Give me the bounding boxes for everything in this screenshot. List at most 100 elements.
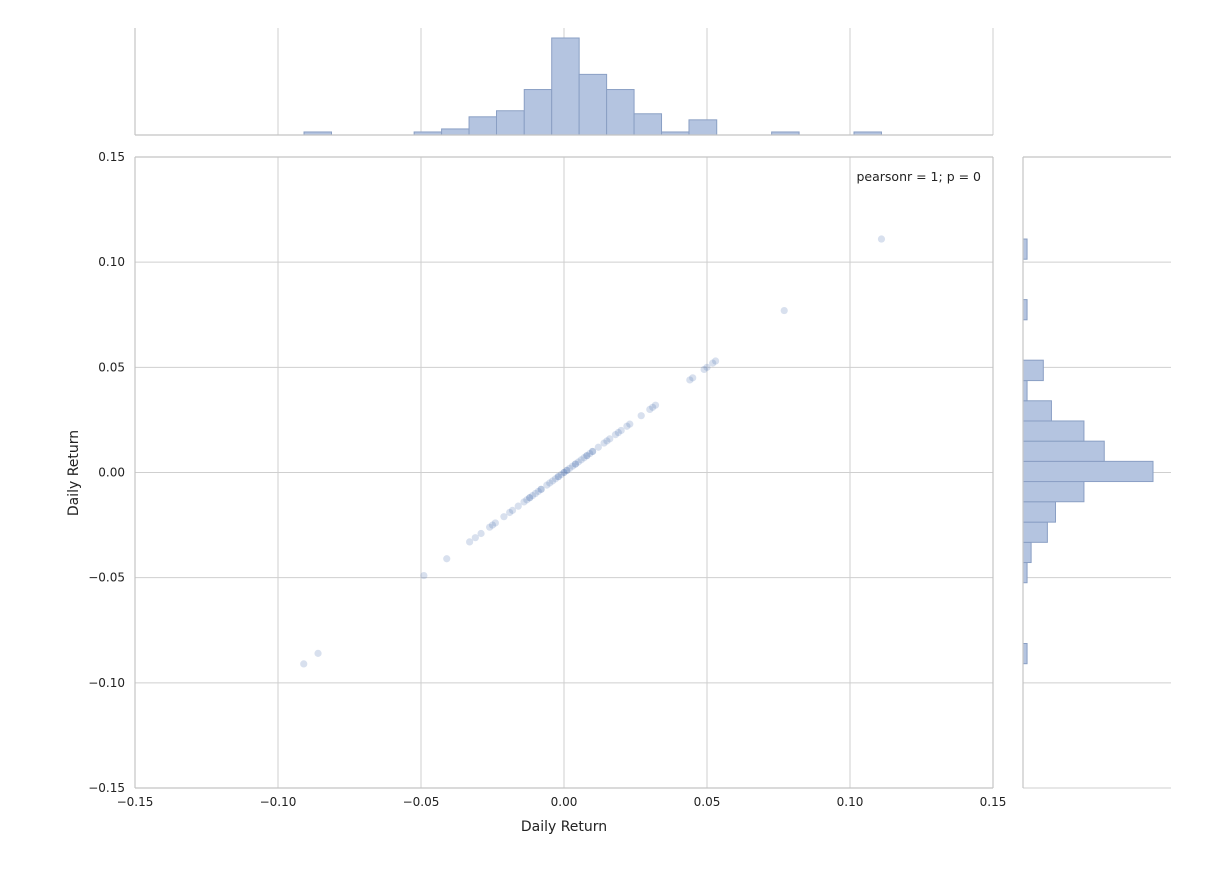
top-hist-bar <box>633 113 663 136</box>
x-tick-label: −0.10 <box>260 795 297 809</box>
scatter-point <box>514 502 522 510</box>
scatter-point <box>300 660 308 668</box>
scatter-point <box>626 420 634 428</box>
scatter-point <box>614 428 622 437</box>
top-hist-bar <box>496 110 525 136</box>
scatter-point <box>563 466 571 474</box>
scatter-point <box>546 479 554 487</box>
scatter-point <box>571 460 580 468</box>
scatter-point <box>314 649 322 657</box>
right-hist-bar <box>1022 481 1085 503</box>
scatter-point <box>508 506 517 514</box>
scatter-point <box>711 357 720 365</box>
right-histogram <box>1022 238 1154 665</box>
scatter-point <box>603 437 611 445</box>
y-tick-label: 0.15 <box>98 150 125 164</box>
scatter-point <box>566 464 574 472</box>
scatter-point <box>526 494 534 502</box>
scatter-point <box>583 452 591 460</box>
scatter-point <box>577 456 585 464</box>
tick-labels: −0.15−0.15 −0.10 −0.10 −0.05 −0.05 0.00 0.00 0.… <box>88 150 1006 809</box>
right-hist-bar <box>1022 501 1056 523</box>
scatter-point <box>568 462 577 470</box>
x-tick-label: 0.00 <box>551 795 578 809</box>
scatter-point <box>637 412 645 420</box>
scatter-point <box>551 475 560 483</box>
right-hist-bar <box>1022 238 1028 260</box>
axes-spines <box>134 28 1171 789</box>
scatter-point <box>606 435 614 443</box>
scatter-point <box>526 494 534 502</box>
scatter-point <box>571 460 580 468</box>
scatter-point <box>560 468 568 477</box>
scatter-point <box>534 487 542 496</box>
y-axis-label: Daily Return <box>66 430 82 516</box>
scatter-point <box>780 306 788 315</box>
x-tick-label: −0.05 <box>403 795 440 809</box>
scatter-point <box>563 466 571 474</box>
scatter-point <box>686 376 694 384</box>
scatter-point <box>500 513 508 521</box>
scatter-point <box>537 485 545 493</box>
right-hist-bar <box>1022 440 1105 462</box>
right-hist-bar <box>1022 460 1154 483</box>
x-tick-label: 0.15 <box>980 795 1007 809</box>
right-hist-bar <box>1022 521 1048 543</box>
right-hist-bar <box>1022 643 1028 665</box>
scatter-point <box>443 555 451 563</box>
scatter-point <box>488 521 497 529</box>
right-hist-bar <box>1022 420 1085 442</box>
scatter-point <box>520 498 528 506</box>
scatter-point <box>646 405 654 413</box>
scatter-point <box>589 447 597 456</box>
scatter-point <box>537 485 545 493</box>
right-hist-bar <box>1022 400 1052 422</box>
x-tick-label: 0.10 <box>837 795 864 809</box>
right-hist-bar <box>1022 380 1028 402</box>
scatter-point <box>589 447 597 456</box>
scatter-point <box>471 534 479 542</box>
scatter-point <box>466 538 474 546</box>
top-hist-bar <box>523 89 553 136</box>
top-hist-bar <box>578 73 608 136</box>
scatter-point <box>877 235 886 243</box>
scatter-point <box>491 519 499 527</box>
scatter-point <box>554 473 562 481</box>
scatter-point <box>583 452 591 460</box>
top-histogram <box>303 37 882 136</box>
scatter-point <box>574 458 582 466</box>
y-tick-label: 0.00 <box>98 466 125 480</box>
scatter-point <box>506 508 514 517</box>
scatter-point <box>623 422 631 430</box>
scatter-point <box>709 359 717 367</box>
scatter-point <box>486 523 494 531</box>
scatter-point <box>420 571 428 580</box>
top-hist-bar <box>551 37 580 136</box>
top-hist-bar <box>606 89 635 136</box>
y-tick-label: −0.10 <box>88 676 125 690</box>
y-tick-label: −0.15 <box>88 781 125 795</box>
top-hist-bar <box>688 119 718 136</box>
y-tick-label: 0.10 <box>98 255 125 269</box>
scatter-point <box>580 454 588 462</box>
scatter-point <box>477 529 485 538</box>
scatter-point <box>594 443 602 451</box>
scatter-point <box>600 439 608 447</box>
right-hist-bar <box>1022 299 1028 321</box>
y-tick-label: 0.05 <box>98 360 125 374</box>
right-hist-bar <box>1022 541 1032 564</box>
x-tick-label: 0.05 <box>694 795 721 809</box>
right-hist-bar <box>1022 562 1028 584</box>
scatter-point <box>651 401 660 409</box>
scatter-point <box>689 374 697 382</box>
scatter-point <box>523 496 531 504</box>
scatter-point <box>700 365 708 374</box>
scatter-point <box>611 431 620 439</box>
scatter-point <box>531 489 540 498</box>
scatter-points <box>300 235 886 668</box>
scatter-point <box>649 403 657 411</box>
scatter-point <box>560 468 568 477</box>
scatter-point <box>703 363 711 371</box>
